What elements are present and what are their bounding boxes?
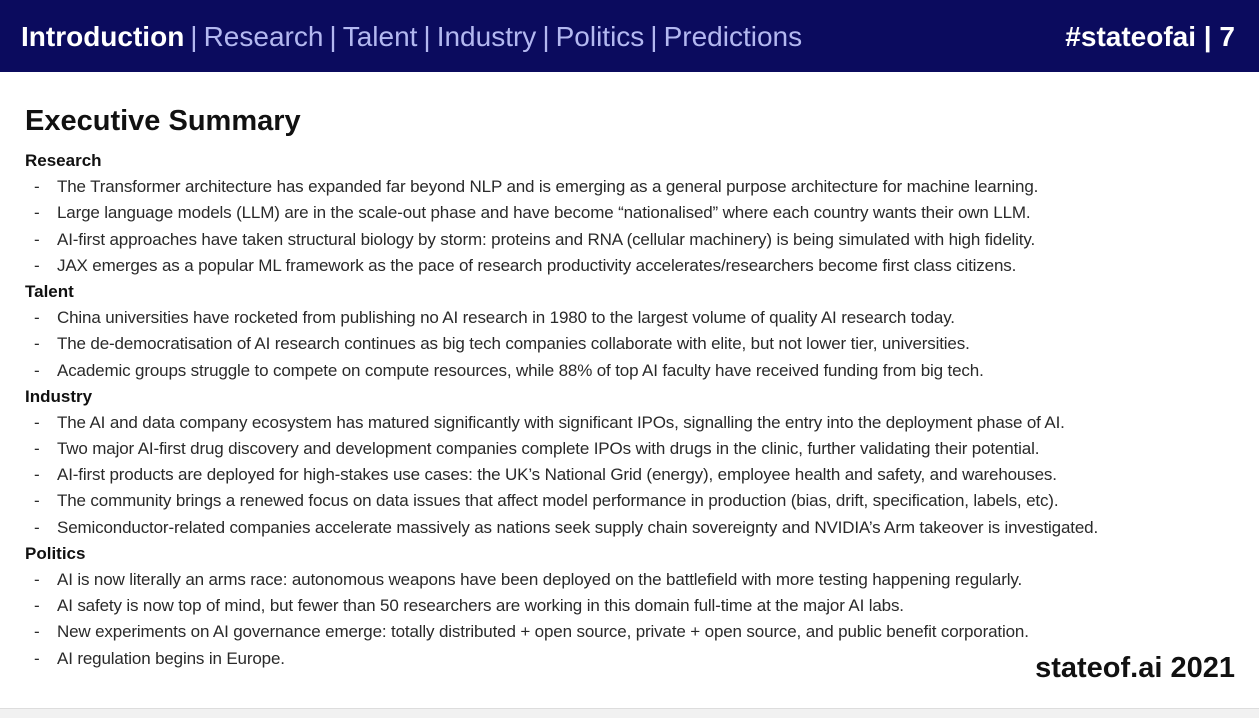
bottom-divider: [0, 708, 1259, 718]
list-item: - Semiconductor-related companies acceler…: [25, 515, 1235, 541]
section-heading-research: Research: [25, 151, 102, 170]
list-item: - AI is now literally an arms race: auton…: [25, 567, 1235, 593]
industry-bullets: - The AI and data company ecosystem has m…: [25, 410, 1235, 541]
section-nav: Introduction | Research | Talent | Industry | Po…: [21, 0, 802, 72]
bullet-marker: -: [34, 255, 40, 275]
bullet-marker: -: [34, 517, 40, 537]
page-number: 7: [1219, 21, 1235, 52]
list-item: - Large language models (LLM) are in the …: [25, 200, 1235, 226]
bullet-text: AI regulation begins in Europe.: [57, 648, 285, 668]
hashtag: #stateofai: [1065, 21, 1197, 52]
research-bullets: - The Transformer architecture has expand…: [25, 174, 1235, 279]
footer-brand: stateof.ai 2021: [1035, 652, 1235, 684]
nav-separator: |: [423, 21, 431, 52]
talent-bullets: - China universities have rocketed from p…: [25, 305, 1235, 384]
bullet-marker: -: [34, 491, 40, 511]
bullet-marker: -: [34, 596, 40, 616]
list-item: - New experiments on AI governance emerge…: [25, 619, 1235, 645]
bullet-text: The Transformer architecture has expande…: [57, 177, 1039, 197]
bullet-marker: -: [34, 308, 40, 328]
bullet-text: AI-first approaches have taken structura…: [57, 229, 1036, 249]
page-title: Executive Summary: [25, 105, 301, 137]
bullet-marker: -: [34, 622, 40, 642]
bullet-text: Large language models (LLM) are in the s…: [57, 203, 1031, 223]
slide-tag: #stateofai | 7: [1065, 0, 1235, 72]
bullet-marker: -: [34, 412, 40, 432]
list-item: - The de-democratisation of AI research c…: [25, 331, 1235, 357]
bullet-text: AI is now literally an arms race: autono…: [57, 570, 1023, 589]
section-heading-politics: Politics: [25, 543, 86, 563]
bullet-marker: -: [34, 334, 40, 354]
politics-bullets: - AI is now literally an arms race: auton…: [25, 567, 1235, 672]
summary-content: Executive Summary Research - The Transfor…: [25, 100, 1235, 672]
bullet-text: The community brings a renewed focus on …: [57, 491, 1059, 511]
list-item: - AI-first approaches have taken structur…: [25, 227, 1235, 253]
list-item: - The AI and data company ecosystem has m…: [25, 410, 1235, 436]
bullet-text: AI-first products are deployed for high-…: [57, 465, 1057, 485]
nav-separator: |: [650, 21, 658, 52]
list-item: - The Transformer architecture has expand…: [25, 174, 1235, 200]
nav-separator: |: [542, 21, 550, 52]
list-item: - The community brings a renewed focus on…: [25, 488, 1235, 514]
bullet-marker: -: [34, 570, 40, 589]
nav-item-research[interactable]: Research: [203, 21, 324, 52]
list-item: - AI regulation begins in Europe.: [25, 646, 1235, 672]
nav-item-predictions[interactable]: Predictions: [663, 21, 803, 52]
bullet-marker: -: [34, 360, 40, 380]
bullet-marker: -: [34, 229, 40, 249]
tag-separator: |: [1196, 21, 1220, 52]
nav-item-politics[interactable]: Politics: [555, 21, 645, 52]
bullet-text: JAX emerges as a popular ML framework as…: [57, 255, 1017, 275]
list-item: - China universities have rocketed from p…: [25, 305, 1235, 331]
nav-item-introduction[interactable]: Introduction: [21, 21, 185, 52]
bullet-marker: -: [34, 203, 40, 223]
nav-separator: |: [329, 21, 337, 52]
list-item: - Academic groups struggle to compete on …: [25, 358, 1235, 384]
bullet-text: Academic groups struggle to compete on c…: [57, 360, 984, 380]
section-heading-talent: Talent: [25, 281, 74, 301]
bullet-text: Two major AI-first drug discovery and de…: [57, 439, 1040, 459]
list-item: - AI safety is now top of mind, but fewer…: [25, 593, 1235, 619]
bullet-text: The de-democratisation of AI research co…: [57, 334, 970, 354]
bullet-text: China universities have rocketed from pu…: [57, 308, 955, 328]
bullet-marker: -: [34, 177, 40, 197]
bullet-text: Semiconductor-related companies accelera…: [57, 517, 1099, 537]
nav-item-talent[interactable]: Talent: [342, 21, 418, 52]
section-heading-industry: Industry: [25, 386, 93, 406]
bullet-text: AI safety is now top of mind, but fewer …: [57, 596, 904, 616]
bullet-text: The AI and data company ecosystem has ma…: [57, 412, 1065, 432]
header-bar: Introduction | Research | Talent | Industry | Po…: [0, 0, 1259, 72]
list-item: - JAX emerges as a popular ML framework a…: [25, 253, 1235, 279]
nav-separator: |: [190, 21, 198, 52]
bullet-marker: -: [34, 465, 40, 485]
list-item: - AI-first products are deployed for high…: [25, 462, 1235, 488]
bullet-marker: -: [34, 648, 40, 668]
list-item: - Two major AI-first drug discovery and d…: [25, 436, 1235, 462]
bullet-marker: -: [34, 439, 40, 459]
nav-item-industry[interactable]: Industry: [436, 21, 537, 52]
bullet-text: New experiments on AI governance emerge:…: [57, 622, 1029, 642]
